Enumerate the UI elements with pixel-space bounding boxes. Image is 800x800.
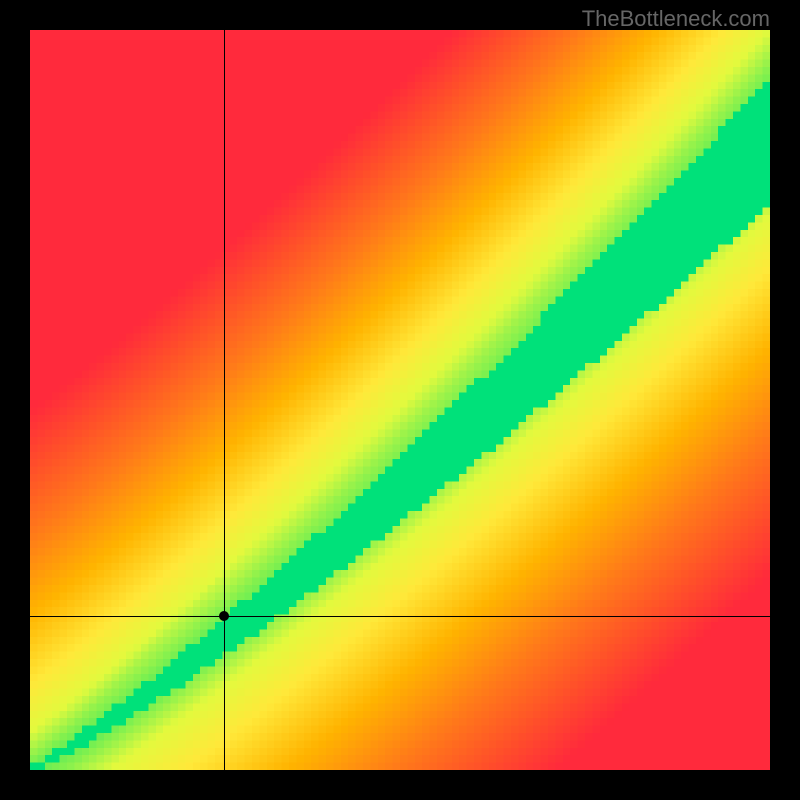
heatmap-canvas-wrap	[30, 30, 770, 770]
watermark-text: TheBottleneck.com	[582, 6, 770, 32]
bottleneck-heatmap	[30, 30, 770, 770]
plot-area	[30, 30, 770, 770]
